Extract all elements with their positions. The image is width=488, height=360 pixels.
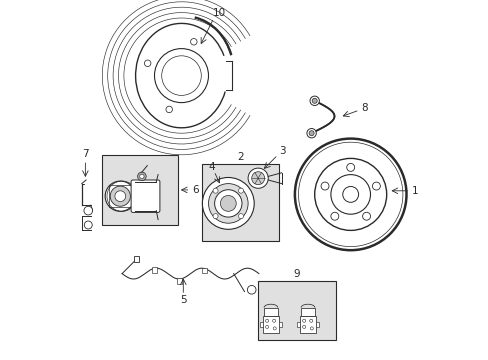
Circle shape xyxy=(144,60,151,67)
Circle shape xyxy=(140,174,144,179)
Bar xyxy=(177,278,182,284)
Bar xyxy=(152,267,157,273)
Bar xyxy=(102,155,178,225)
Text: 9: 9 xyxy=(293,269,300,279)
Circle shape xyxy=(302,319,305,322)
Circle shape xyxy=(309,319,312,322)
Text: 1: 1 xyxy=(410,186,417,196)
Bar xyxy=(262,316,279,333)
Bar xyxy=(299,316,316,333)
Circle shape xyxy=(362,212,370,220)
Text: 5: 5 xyxy=(180,295,186,305)
Bar xyxy=(109,185,131,207)
Circle shape xyxy=(165,106,172,113)
Bar xyxy=(202,267,207,273)
Bar xyxy=(258,281,335,340)
Text: 7: 7 xyxy=(82,149,88,159)
Circle shape xyxy=(84,221,92,229)
Circle shape xyxy=(208,184,247,223)
Circle shape xyxy=(214,190,242,217)
Circle shape xyxy=(190,39,197,45)
Circle shape xyxy=(247,168,268,188)
Text: 10: 10 xyxy=(212,8,225,18)
Circle shape xyxy=(213,213,218,219)
Circle shape xyxy=(265,319,268,322)
Bar xyxy=(260,322,262,327)
Circle shape xyxy=(137,172,146,181)
Circle shape xyxy=(238,213,243,219)
Circle shape xyxy=(372,182,380,190)
Bar xyxy=(264,307,277,316)
Circle shape xyxy=(308,131,313,136)
Circle shape xyxy=(247,285,256,294)
FancyBboxPatch shape xyxy=(131,180,160,212)
Circle shape xyxy=(302,325,305,328)
Circle shape xyxy=(346,163,354,171)
Bar xyxy=(279,322,281,327)
Bar xyxy=(202,164,279,241)
Circle shape xyxy=(238,188,243,193)
Circle shape xyxy=(309,96,319,105)
Circle shape xyxy=(105,181,135,211)
Circle shape xyxy=(273,327,276,330)
Circle shape xyxy=(202,177,254,229)
Bar xyxy=(297,322,299,327)
Circle shape xyxy=(251,172,264,185)
Circle shape xyxy=(321,182,328,190)
Circle shape xyxy=(220,195,236,211)
Circle shape xyxy=(110,186,130,206)
Bar xyxy=(133,256,139,262)
Circle shape xyxy=(213,188,218,193)
Circle shape xyxy=(311,98,317,103)
Circle shape xyxy=(310,327,313,330)
Text: 4: 4 xyxy=(208,162,215,172)
Text: 2: 2 xyxy=(237,152,244,162)
Bar xyxy=(301,307,314,316)
Circle shape xyxy=(265,325,268,328)
Text: 8: 8 xyxy=(360,103,367,113)
Circle shape xyxy=(115,191,125,202)
Bar xyxy=(316,322,318,327)
Circle shape xyxy=(272,319,275,322)
Text: 6: 6 xyxy=(191,185,198,195)
Circle shape xyxy=(306,129,316,138)
Circle shape xyxy=(330,212,338,220)
Circle shape xyxy=(84,206,92,215)
Text: 3: 3 xyxy=(279,146,285,156)
